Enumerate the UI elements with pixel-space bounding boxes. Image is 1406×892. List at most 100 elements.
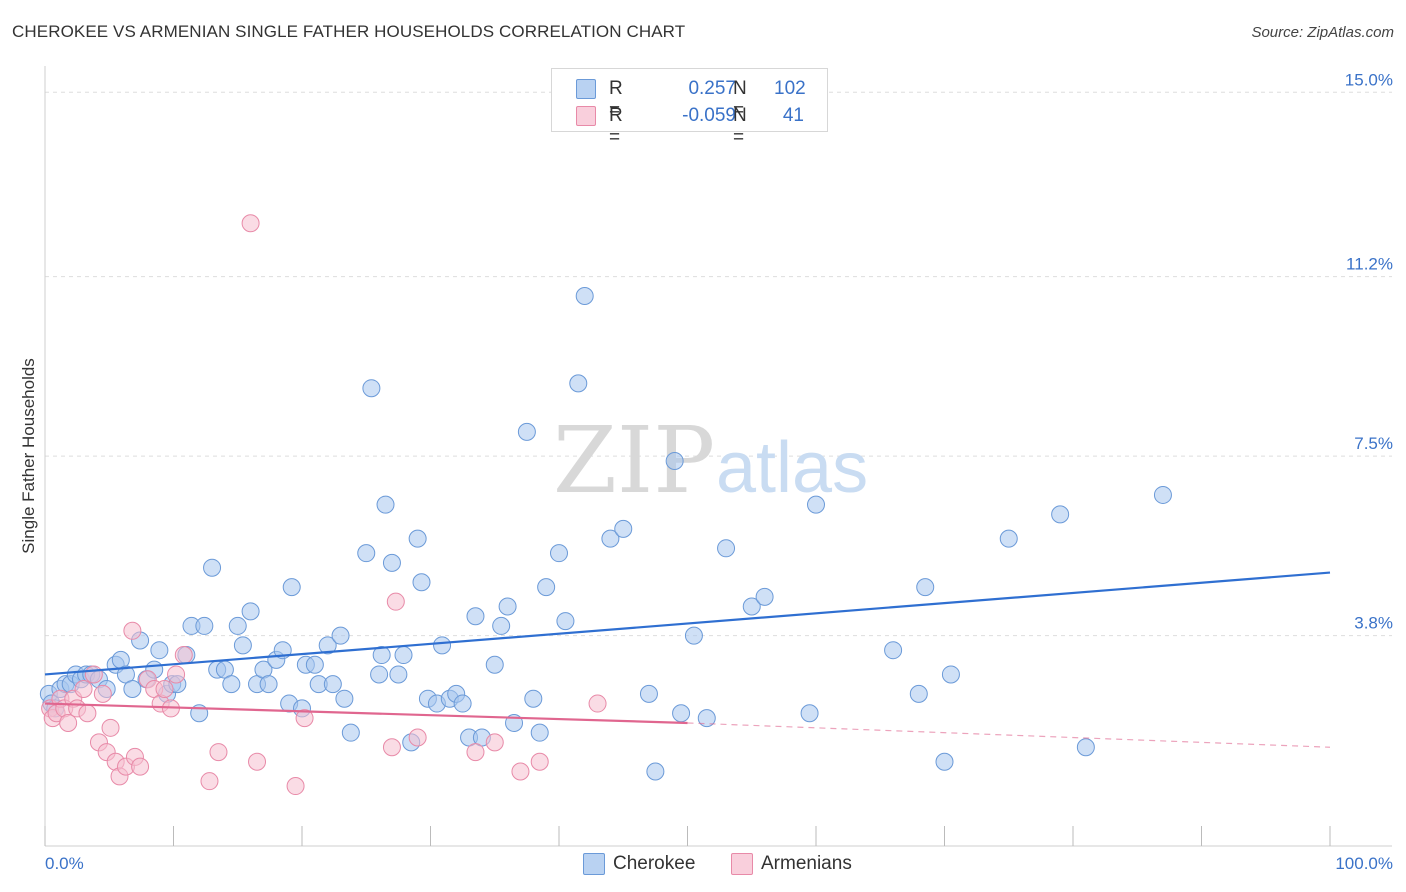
cherokee-point <box>639 684 658 703</box>
cherokee-point <box>1076 738 1095 757</box>
armenian-point <box>101 718 120 737</box>
legend-r-label: R = <box>609 78 623 121</box>
cherokee-point <box>684 626 703 645</box>
legend-n-value: 41 <box>782 105 804 126</box>
y-tick-label: 3.8% <box>1354 614 1393 633</box>
armenian-point <box>286 777 305 796</box>
cherokee-point <box>556 612 575 631</box>
legend-n-label: N = <box>733 105 747 148</box>
armenian-point <box>78 704 97 723</box>
cherokee-point <box>259 675 278 694</box>
cherokee-point <box>697 709 716 728</box>
armenian-point <box>386 592 405 611</box>
y-tick-label: 7.5% <box>1354 434 1393 453</box>
y-axis-label: Single Father Households <box>19 358 38 554</box>
cherokee-point <box>800 704 819 723</box>
cherokee-point <box>228 616 247 635</box>
cherokee-point <box>1153 485 1172 504</box>
cherokee-point <box>376 495 395 514</box>
cherokee-point <box>408 529 427 548</box>
cherokee-point <box>389 665 408 684</box>
cherokee-point <box>331 626 350 645</box>
cherokee-point <box>341 723 360 742</box>
legend-label-cherokee: Cherokee <box>613 853 696 874</box>
armenian-point <box>74 680 93 699</box>
tick-labels: 3.8% 7.5% 11.2% 15.0% 0.0% 100.0% Single Fathe… <box>19 70 1393 873</box>
cherokee-point <box>807 495 825 514</box>
watermark-zip: ZIP <box>553 407 715 514</box>
cherokee-point <box>524 689 543 708</box>
armenian-legend-icon <box>731 853 753 875</box>
cherokee-point <box>195 616 214 635</box>
armenian-trend-extension <box>687 722 1331 748</box>
cherokee-point <box>755 587 774 606</box>
cherokee-point <box>453 694 472 713</box>
cherokee-point <box>466 607 485 626</box>
armenian-point <box>84 665 103 684</box>
cherokee-point <box>665 451 684 470</box>
armenian-point <box>248 752 267 771</box>
cherokee-point <box>123 680 142 699</box>
cherokee-point <box>282 578 301 597</box>
stats-legend: R = 0.257 N = 102 R = -0.059 N = 41 <box>551 68 828 148</box>
y-tick-label: 15.0% <box>1345 70 1393 89</box>
armenian-point <box>123 621 142 640</box>
legend-r-value: 0.257 <box>688 78 736 99</box>
cherokee-point <box>222 675 241 694</box>
legend-n-label: N = <box>733 78 747 121</box>
legend-label-armenians: Armenians <box>761 853 852 874</box>
cherokee-point <box>999 529 1018 548</box>
legend-n-value: 102 <box>774 78 806 99</box>
armenian-point <box>174 646 193 665</box>
x-tick-label: 0.0% <box>45 854 84 873</box>
armenian-point <box>382 738 401 757</box>
cherokee-point <box>884 641 903 660</box>
armenian-point <box>588 694 607 713</box>
cherokee-point <box>357 544 376 563</box>
x-tick-label: 100.0% <box>1335 854 1393 873</box>
cherokee-point <box>717 539 736 558</box>
cherokee-point <box>492 616 511 635</box>
watermark: ZIP atlas <box>553 407 868 514</box>
cherokee-point <box>935 752 954 771</box>
cherokee-point <box>323 675 342 694</box>
cherokee-point <box>318 636 337 655</box>
armenian-point <box>511 762 530 781</box>
watermark-atlas: atlas <box>716 428 868 508</box>
cherokee-point <box>433 636 452 655</box>
gridlines <box>45 91 1392 637</box>
armenian-point <box>241 214 260 233</box>
cherokee-point <box>1051 505 1070 524</box>
cherokee-trend-line <box>44 571 1331 676</box>
armenian-point <box>485 733 504 752</box>
armenian-point <box>155 680 174 699</box>
cherokee-point <box>370 665 389 684</box>
armenian-point <box>131 757 150 776</box>
cherokee-point <box>517 422 536 441</box>
cherokee-point <box>382 553 401 572</box>
cherokee-point <box>394 646 413 665</box>
cherokee-point <box>550 544 568 563</box>
cherokee-point <box>485 655 504 674</box>
armenian-point <box>209 743 228 762</box>
cherokee-point <box>909 684 928 703</box>
cherokee-point <box>233 636 252 655</box>
cherokee-point <box>203 558 222 577</box>
source-credit: Source: ZipAtlas.com <box>1251 24 1394 41</box>
cherokee-point <box>530 723 549 742</box>
cherokee-point <box>672 704 691 723</box>
armenian-point <box>59 713 78 732</box>
armenian-point <box>167 665 186 684</box>
cherokee-point <box>742 597 761 616</box>
cherokee-point <box>412 573 431 592</box>
armenian-swatch-icon <box>576 106 596 126</box>
armenian-trend-line <box>44 702 688 725</box>
armenian-point <box>295 709 314 728</box>
cherokee-point <box>575 287 594 306</box>
cherokee-swatch-icon <box>576 79 596 99</box>
legend-r-value: -0.059 <box>682 105 736 126</box>
cherokee-point <box>614 519 633 538</box>
armenian-point <box>408 728 427 747</box>
cherokee-point <box>601 529 620 548</box>
